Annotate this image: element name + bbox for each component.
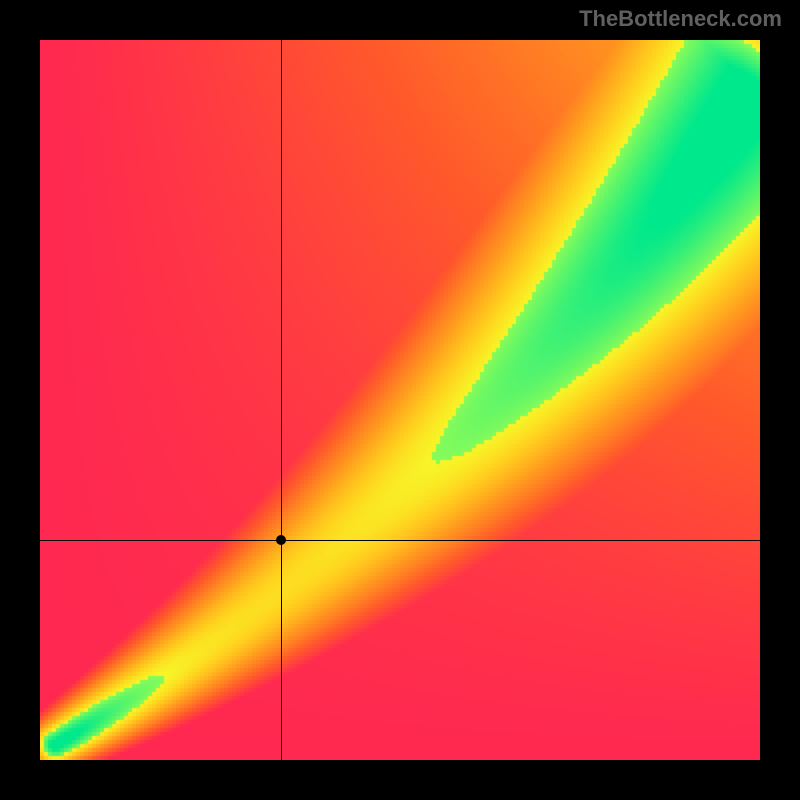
crosshair-horizontal xyxy=(40,540,760,541)
crosshair-marker xyxy=(276,535,286,545)
watermark-text: TheBottleneck.com xyxy=(579,6,782,32)
plot-area xyxy=(40,40,760,760)
crosshair-vertical xyxy=(281,40,282,760)
heatmap-canvas xyxy=(40,40,760,760)
